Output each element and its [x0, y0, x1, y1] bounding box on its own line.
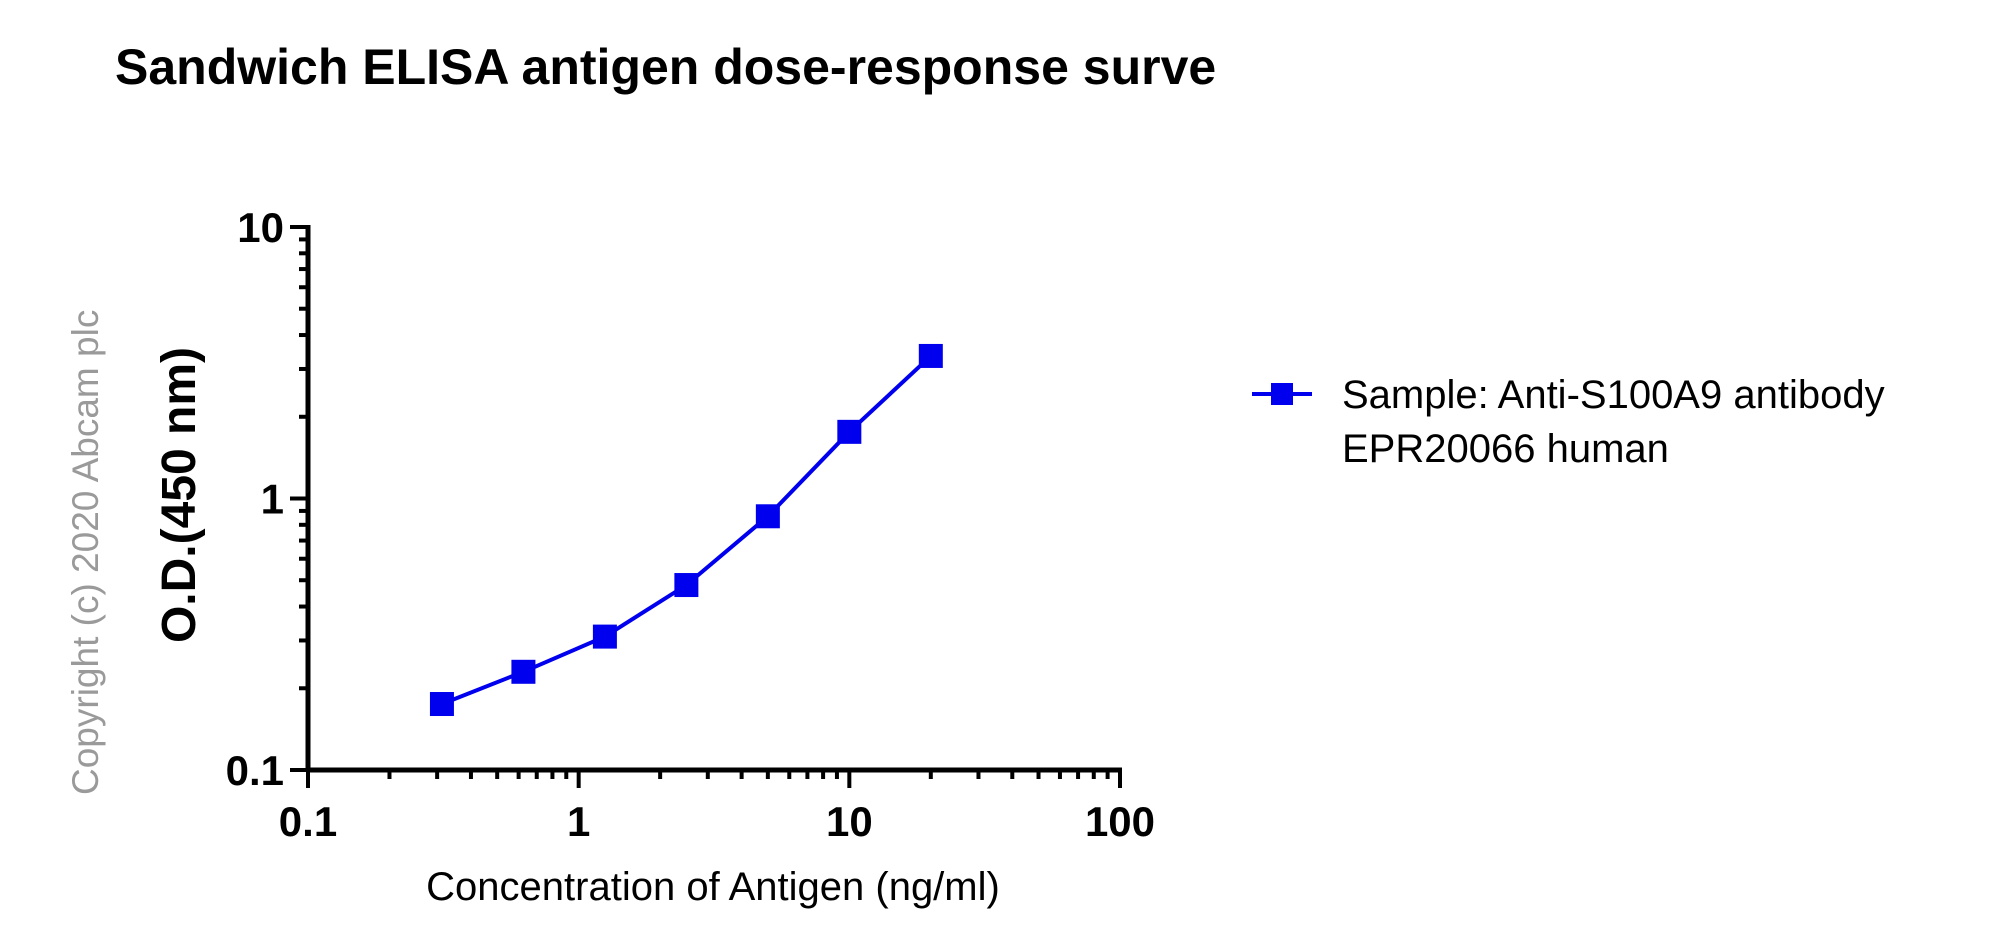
y-tick-label: 10 [237, 204, 284, 251]
legend-marker [1252, 383, 1312, 405]
data-point [511, 659, 536, 684]
chart-title: Sandwich ELISA antigen dose-response sur… [115, 39, 1217, 95]
data-point [918, 343, 943, 368]
x-tick-label: 0.1 [279, 798, 337, 845]
y-axis-title: O.D.(450 nm) [153, 347, 206, 643]
axes: 0.1 1 10 100 0.1 1 10 [226, 204, 1155, 845]
legend-square-marker [1271, 383, 1293, 405]
data-point [755, 504, 780, 529]
x-tick-label: 10 [826, 798, 873, 845]
legend-label: Sample: Anti-S100A9 antibody EPR20066 hu… [1342, 368, 1982, 476]
data-point [837, 419, 862, 444]
series-layer [429, 343, 943, 717]
x-tick-label: 100 [1085, 798, 1155, 845]
data-point [592, 624, 617, 649]
y-tick-label: 1 [261, 476, 284, 523]
data-point [429, 692, 454, 717]
legend-label-line1: Sample: Anti-S100A9 antibody [1342, 373, 1885, 417]
series-line [441, 354, 933, 706]
x-tick-label: 1 [567, 798, 590, 845]
y-tick-label: 0.1 [226, 747, 284, 794]
data-point [674, 573, 699, 598]
x-axis-title: Concentration of Antigen (ng/ml) [426, 865, 1000, 909]
legend-label-line2: EPR20066 human [1342, 427, 1669, 471]
